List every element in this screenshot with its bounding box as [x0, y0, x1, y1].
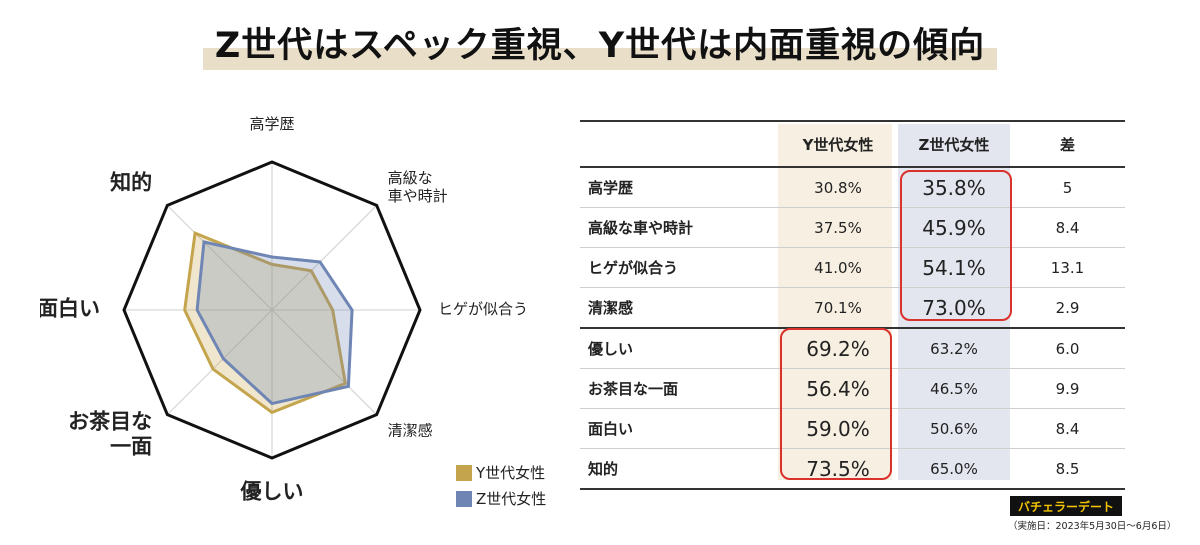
row-label: 清潔感 [588, 299, 634, 317]
cell-diff: 9.9 [1055, 379, 1080, 398]
highlight-box-z [900, 170, 1012, 321]
row-label: 知的 [588, 460, 619, 478]
cell-y: 69.2% [806, 336, 870, 361]
chart-title-text: Z世代はスペック重視、Y世代は内面重視の傾向 [214, 26, 986, 66]
radar-axis-label: 清潔感 [388, 421, 433, 439]
cell-z: 73.0% [922, 295, 986, 320]
cell-z: 35.8% [922, 175, 986, 200]
table-row: 高級な車や時計 37.5% 45.9% 8.4 [580, 208, 1125, 248]
legend-swatch-z [456, 490, 472, 507]
table-row: 面白い 59.0% 50.6% 8.4 [580, 409, 1125, 449]
radar-axis-label: 一面 [110, 435, 152, 459]
cell-y: 56.4% [806, 376, 870, 401]
cell-y: 73.5% [806, 456, 870, 481]
cell-z: 45.9% [922, 215, 986, 240]
table-row: 知的 73.5% 65.0% 8.5 [580, 449, 1125, 489]
column-bg-y [778, 124, 892, 480]
chart-title: Z世代はスペック重視、Y世代は内面重視の傾向 [202, 24, 998, 70]
radar-axis-label: お茶目な [68, 410, 152, 434]
table-row: お茶目な一面 56.4% 46.5% 9.9 [580, 369, 1125, 409]
radar-outer-frame [122, 160, 422, 460]
cell-diff: 8.5 [1055, 459, 1080, 478]
row-label: 面白い [588, 420, 634, 438]
row-label: お茶目な一面 [588, 380, 679, 398]
cell-y: 70.1% [814, 298, 862, 317]
comparison-table-wrap: Y世代女性 Z世代女性 差 高学歴 30.8% 35.8% 5 高級な車や時計 … [580, 120, 1125, 489]
cell-y: 37.5% [814, 218, 862, 237]
cell-z: 46.5% [930, 379, 978, 398]
header-y: Y世代女性 [802, 135, 874, 154]
table-row: 優しい 69.2% 63.2% 6.0 [580, 328, 1125, 369]
header-diff: 差 [1059, 135, 1075, 154]
legend-z-generation: Z世代女性 [456, 488, 546, 509]
cell-z: 65.0% [930, 459, 978, 478]
title-wrap: Z世代はスペック重視、Y世代は内面重視の傾向 [0, 24, 1200, 70]
radar-axis-label: 高級な [388, 169, 433, 187]
row-label: 高級な車や時計 [588, 219, 694, 237]
cell-z: 50.6% [930, 419, 978, 438]
cell-y: 41.0% [814, 258, 862, 277]
header-z: Z世代女性 [918, 135, 990, 154]
radar-axis-label: 面白い [40, 296, 100, 320]
table-row: 清潔感 70.1% 73.0% 2.9 [580, 288, 1125, 328]
legend-y-generation: Y世代女性 [456, 462, 545, 483]
cell-z: 63.2% [930, 339, 978, 358]
cell-diff: 8.4 [1055, 218, 1080, 237]
row-label: ヒゲが似合う [588, 259, 679, 277]
radar-spoke [271, 309, 378, 416]
cell-diff: 6.0 [1055, 339, 1080, 358]
cell-y: 30.8% [814, 178, 862, 197]
legend-swatch-y [456, 464, 472, 481]
radar-spoke [166, 309, 273, 416]
cell-diff: 5 [1062, 178, 1073, 197]
table-header-row: Y世代女性 Z世代女性 差 [580, 121, 1125, 167]
radar-axis-label: 優しい [240, 480, 304, 504]
cell-diff: 13.1 [1050, 258, 1085, 277]
radar-series-z [195, 240, 354, 406]
cell-diff: 8.4 [1055, 419, 1080, 438]
cell-y: 59.0% [806, 416, 870, 441]
radar-spoke [271, 204, 378, 311]
radar-axis-label: 高学歴 [249, 115, 294, 133]
cell-diff: 2.9 [1055, 298, 1080, 317]
brand-logo: バチェラーデート [1010, 496, 1122, 516]
survey-period: （実施日：2023年5月30日〜6月6日） [1008, 521, 1177, 532]
table-row: ヒゲが似合う 41.0% 54.1% 13.1 [580, 248, 1125, 288]
column-bg-z [898, 124, 1010, 480]
header-item [580, 121, 778, 167]
radar-series-y [183, 230, 348, 415]
radar-axis-label: 知的 [110, 170, 152, 194]
comparison-table: Y世代女性 Z世代女性 差 高学歴 30.8% 35.8% 5 高級な車や時計 … [580, 120, 1125, 490]
highlight-box-y [780, 328, 892, 480]
radar-axis-label: 車や時計 [388, 187, 448, 205]
radar-axis-label: ヒゲが似合う [438, 300, 528, 318]
table-row: 高学歴 30.8% 35.8% 5 [580, 167, 1125, 208]
row-label: 高学歴 [588, 179, 634, 197]
legend-label-z: Z世代女性 [476, 490, 547, 508]
row-label: 優しい [588, 340, 634, 358]
radar-spoke [166, 204, 273, 311]
legend-label-y: Y世代女性 [476, 464, 546, 482]
cell-z: 54.1% [922, 255, 986, 280]
